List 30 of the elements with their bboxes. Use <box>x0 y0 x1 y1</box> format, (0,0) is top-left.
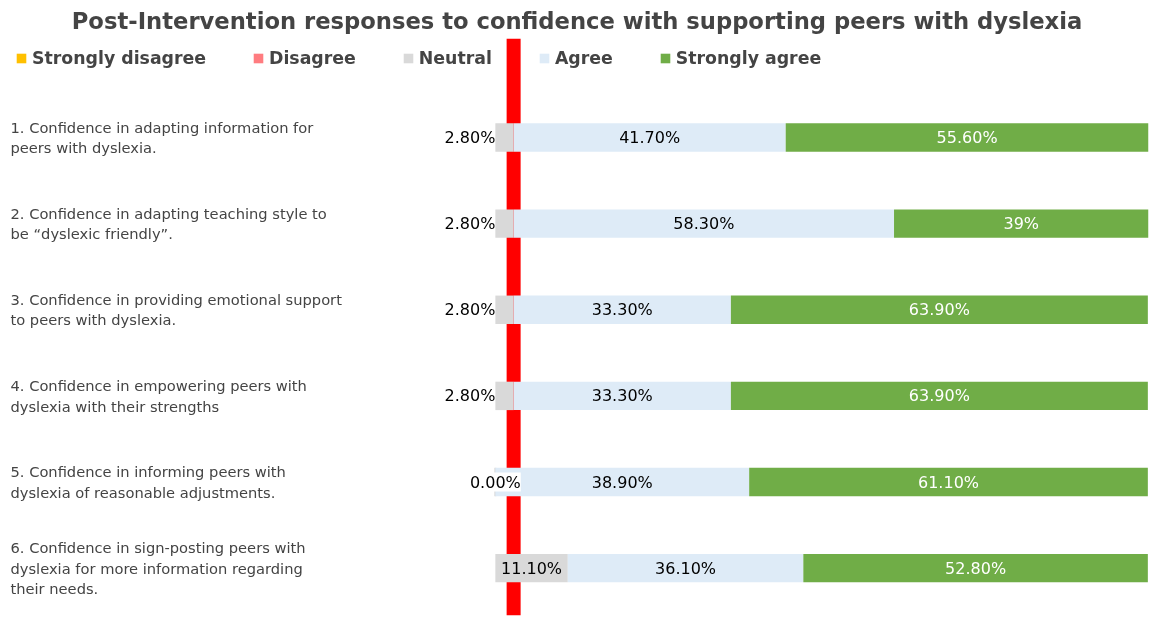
data-label: 63.90% <box>908 300 970 320</box>
y-tick-label: 5. Confidence in informing peers with dyslexia of reasonable adjustments. <box>10 463 286 501</box>
data-label: 11.10% <box>501 558 563 578</box>
data-label: 2.80% <box>444 300 496 320</box>
legend-label: Disagree <box>269 48 356 68</box>
data-label: 39% <box>1003 214 1040 234</box>
legend-label: Strongly agree <box>675 48 822 68</box>
data-label: 52.80% <box>945 558 1007 578</box>
legend-label: Strongly disagree <box>32 48 207 68</box>
y-tick-label: 3. Confidence in providing emotional support to peers with dyslexia. <box>10 291 343 329</box>
data-label: 61.10% <box>918 472 980 492</box>
data-label: 33.30% <box>591 300 653 320</box>
data-label: 33.30% <box>591 386 653 406</box>
data-label: 58.30% <box>673 214 735 234</box>
data-label: 2.80% <box>444 128 496 148</box>
data-label: 63.90% <box>908 386 970 406</box>
legend-label: Agree <box>554 48 613 68</box>
data-label: 41.70% <box>619 128 681 148</box>
y-tick-label: 2. Confidence in adapting teaching style to be “dyslexic friendly”. <box>10 204 327 243</box>
data-label: 55.60% <box>936 128 998 148</box>
chart-title: Post-Intervention responses to confidence with supporting peers with dyslexia <box>71 7 1083 34</box>
data-label: 36.10% <box>655 558 717 578</box>
data-label: 2.80% <box>444 386 496 406</box>
y-tick-label: 4. Confidence in empowering peers with dyslexia with their strengths <box>10 377 307 415</box>
data-label: 2.80% <box>444 214 496 234</box>
data-label: 0.00% <box>469 472 521 492</box>
data-label: 38.90% <box>591 472 653 492</box>
y-tick-label: 1. Confidence in adapting information for peers with dyslexia. <box>10 118 315 157</box>
legend-label: Neutral <box>418 48 492 68</box>
y-tick-label: 6. Confidence in sign-posting peers with dyslexia for more information regarding their needs. <box>10 539 306 598</box>
